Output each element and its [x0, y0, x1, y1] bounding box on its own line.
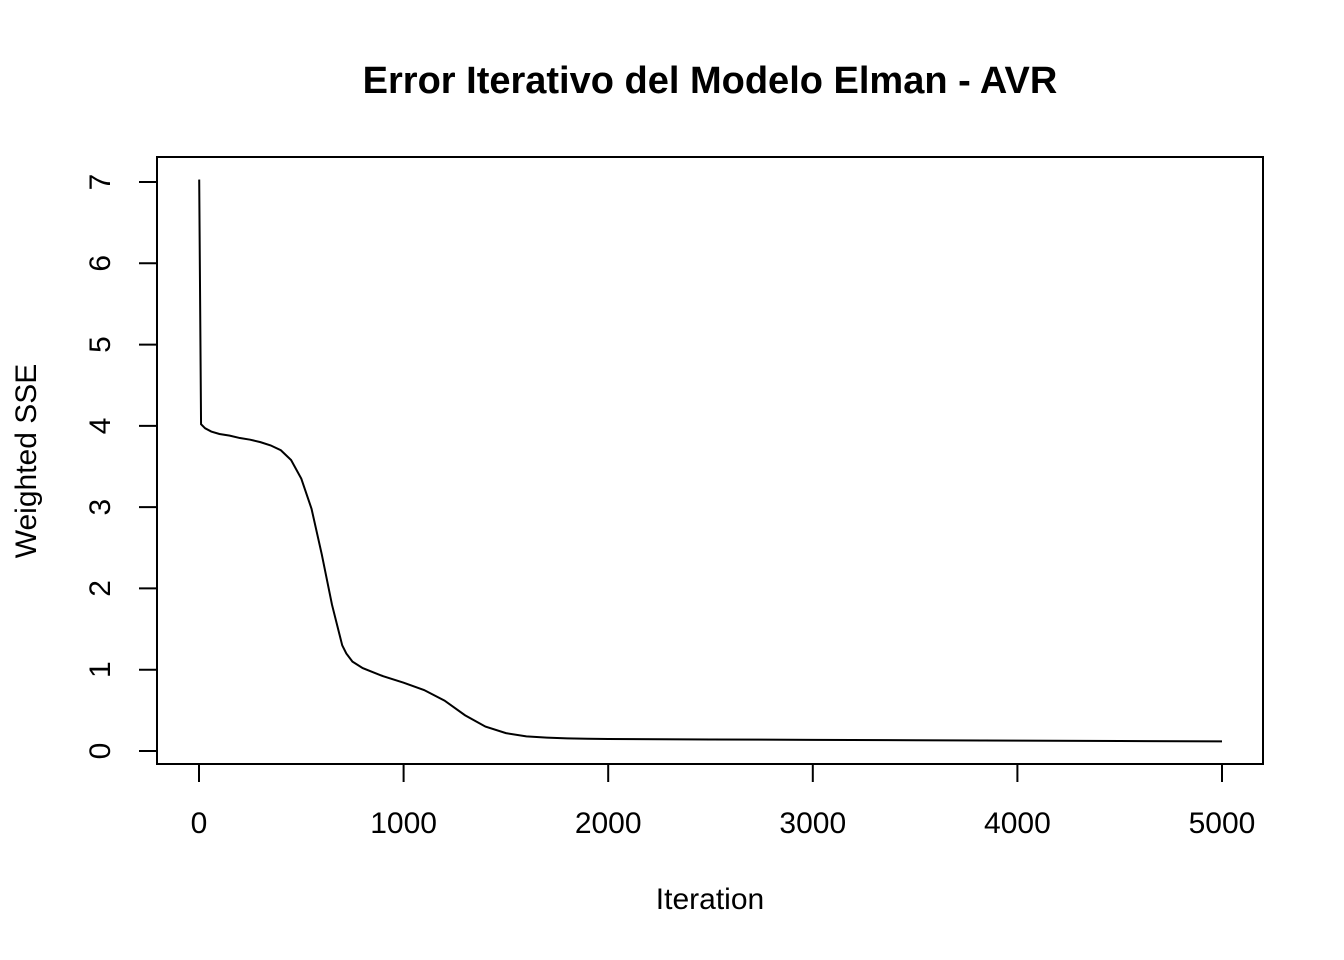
- y-tick-label: 3: [84, 499, 117, 516]
- y-tick-label: 0: [84, 743, 117, 760]
- x-tick-label: 3000: [779, 807, 846, 840]
- x-tick-label: 5000: [1189, 807, 1256, 840]
- x-tick-label: 2000: [575, 807, 642, 840]
- y-axis: 0 1 2 3 4 5 6 7: [84, 174, 158, 760]
- x-axis: 0 1000 2000 3000 4000 5000: [191, 763, 1256, 840]
- plot-frame: [156, 156, 1264, 765]
- y-tick-label: 6: [84, 255, 117, 272]
- x-tick-label: 0: [191, 807, 208, 840]
- series-line: [198, 179, 1223, 743]
- chart-title: Error Iterativo del Modelo Elman - AVR: [363, 60, 1058, 102]
- y-tick-label: 2: [84, 580, 117, 597]
- y-tick-label: 1: [84, 661, 117, 678]
- x-axis-label: Iteration: [656, 883, 764, 916]
- x-tick-label: 4000: [984, 807, 1051, 840]
- y-tick-label: 5: [84, 336, 117, 353]
- y-axis-label: Weighted SSE: [10, 364, 43, 559]
- y-tick-label: 7: [84, 174, 117, 191]
- y-tick-label: 4: [84, 418, 117, 435]
- x-tick-label: 1000: [370, 807, 437, 840]
